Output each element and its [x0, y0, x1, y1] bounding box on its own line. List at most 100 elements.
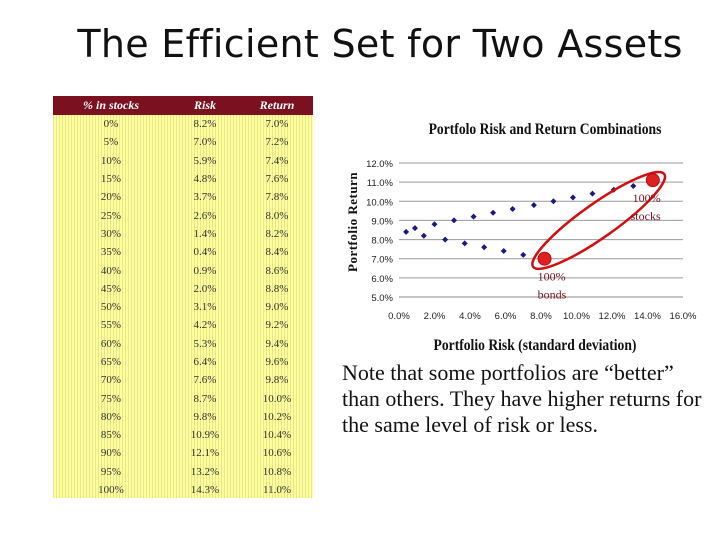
cell-return: 8.0% [265, 209, 289, 222]
annotation-line: 100% [633, 191, 661, 205]
table-row: 65% 6.4% 9.6% [53, 353, 313, 371]
cell-stocks: 55% [100, 319, 122, 332]
y-tick-label: 7.0% [371, 255, 393, 266]
cell-stocks: 75% [100, 392, 122, 405]
cell-stocks: 15% [100, 173, 122, 186]
cell-stocks: 100% [98, 484, 124, 497]
cell-stocks: 10% [100, 154, 122, 167]
cell-risk: 2.0% [193, 282, 217, 295]
cell-risk: 0.4% [193, 246, 217, 259]
cell-return: 7.0% [265, 118, 289, 131]
cell-stocks: 80% [100, 410, 122, 423]
data-point [403, 228, 410, 235]
cell-return: 10.2% [262, 410, 292, 423]
annotation-label: 100% stocks [631, 191, 661, 223]
cell-stocks: 5% [103, 136, 119, 149]
cell-risk: 8.2% [193, 118, 217, 131]
cell-return: 7.2% [265, 136, 289, 149]
x-tick-label: 10.0% [563, 311, 590, 322]
cell-return: 9.2% [265, 319, 289, 332]
table-row: 45% 2.0% 8.8% [53, 280, 313, 298]
table-row: 95% 13.2% 10.8% [53, 463, 313, 481]
table-row: 80% 9.8% 10.2% [53, 408, 313, 426]
cell-risk: 3.1% [193, 301, 217, 314]
x-tick-label: 4.0% [459, 311, 481, 322]
cell-return: 8.8% [265, 282, 289, 295]
stocks-marker [645, 173, 660, 188]
header-risk: Risk [169, 96, 241, 115]
y-tick-label: 11.0% [367, 178, 394, 189]
cell-risk: 3.7% [193, 191, 217, 204]
table-row: 70% 7.6% 9.8% [53, 371, 313, 389]
annotation-line: bonds [538, 288, 567, 302]
x-tick-label: 14.0% [634, 311, 661, 322]
cell-risk: 8.7% [193, 392, 217, 405]
data-point [481, 244, 488, 251]
data-point [420, 232, 427, 239]
cell-return: 7.8% [265, 191, 289, 204]
table-row: 15% 4.8% 7.6% [53, 170, 313, 188]
table-row: 55% 4.2% 9.2% [53, 316, 313, 334]
table-row: 5% 7.0% 7.2% [53, 133, 313, 151]
table-row: 75% 8.7% 10.0% [53, 389, 313, 407]
cell-stocks: 20% [100, 191, 122, 204]
chart-title: Portfolo Risk and Return Combinations [428, 121, 662, 138]
data-point [461, 240, 468, 247]
cell-stocks: 90% [100, 447, 122, 460]
data-point [530, 202, 537, 209]
y-tick-label: 10.0% [366, 197, 393, 208]
cell-risk: 7.0% [193, 136, 217, 149]
data-point [550, 198, 557, 205]
table-row: 85% 10.9% 10.4% [53, 426, 313, 444]
data-point [569, 194, 576, 201]
bonds-marker [537, 251, 552, 266]
annotation-label: 100% bonds [538, 270, 567, 302]
data-point [451, 217, 458, 224]
cell-stocks: 40% [100, 264, 122, 277]
y-tick-label: 12.0% [366, 159, 393, 170]
cell-risk: 5.9% [193, 154, 217, 167]
x-tick-label: 12.0% [599, 311, 626, 322]
cell-return: 9.6% [265, 356, 289, 368]
cell-risk: 6.4% [193, 356, 217, 368]
header-stocks: % in stocks [53, 96, 169, 115]
table-row: 25% 2.6% 8.0% [53, 206, 313, 224]
portfolio-table: % in stocks Risk Return 0% 8.2% 7.0% 5% 7.0%… [53, 96, 313, 498]
cell-risk: 10.9% [190, 429, 220, 442]
y-tick-label: 9.0% [371, 216, 393, 227]
cell-return: 9.0% [265, 301, 289, 314]
note-text: Note that some portfolios are “better” t… [342, 360, 702, 437]
table-row: 40% 0.9% 8.6% [53, 261, 313, 279]
cell-stocks: 60% [100, 337, 122, 350]
cell-risk: 9.8% [193, 410, 217, 423]
y-tick-label: 6.0% [371, 274, 393, 285]
cell-return: 8.4% [265, 246, 289, 259]
cell-stocks: 25% [100, 209, 122, 222]
annotation-line: 100% [538, 270, 566, 284]
cell-return: 9.8% [265, 374, 289, 387]
cell-return: 10.6% [262, 447, 292, 460]
x-tick-label: 2.0% [424, 311, 446, 322]
y-tick-label: 8.0% [371, 236, 393, 247]
annotation-line: stocks [631, 209, 661, 223]
data-point [589, 190, 596, 197]
cell-return: 10.4% [262, 429, 292, 442]
cell-stocks: 70% [100, 374, 122, 387]
cell-return: 10.0% [262, 392, 292, 405]
cell-return: 8.2% [265, 227, 289, 240]
table-row: 90% 12.1% 10.6% [53, 444, 313, 462]
data-point [442, 236, 449, 243]
cell-stocks: 85% [100, 429, 122, 442]
y-tick-label: 5.0% [371, 293, 393, 304]
cell-stocks: 35% [100, 246, 122, 259]
cell-risk: 4.2% [193, 319, 217, 332]
table-row: 20% 3.7% 7.8% [53, 188, 313, 206]
slide-title: The Efficient Set for Two Assets [77, 22, 683, 66]
data-point [520, 251, 527, 258]
table-row: 0% 8.2% 7.0% [53, 115, 313, 133]
cell-return: 7.4% [265, 154, 289, 167]
x-tick-label: 6.0% [495, 311, 517, 322]
table-row: 10% 5.9% 7.4% [53, 152, 313, 170]
cell-stocks: 30% [100, 227, 122, 240]
